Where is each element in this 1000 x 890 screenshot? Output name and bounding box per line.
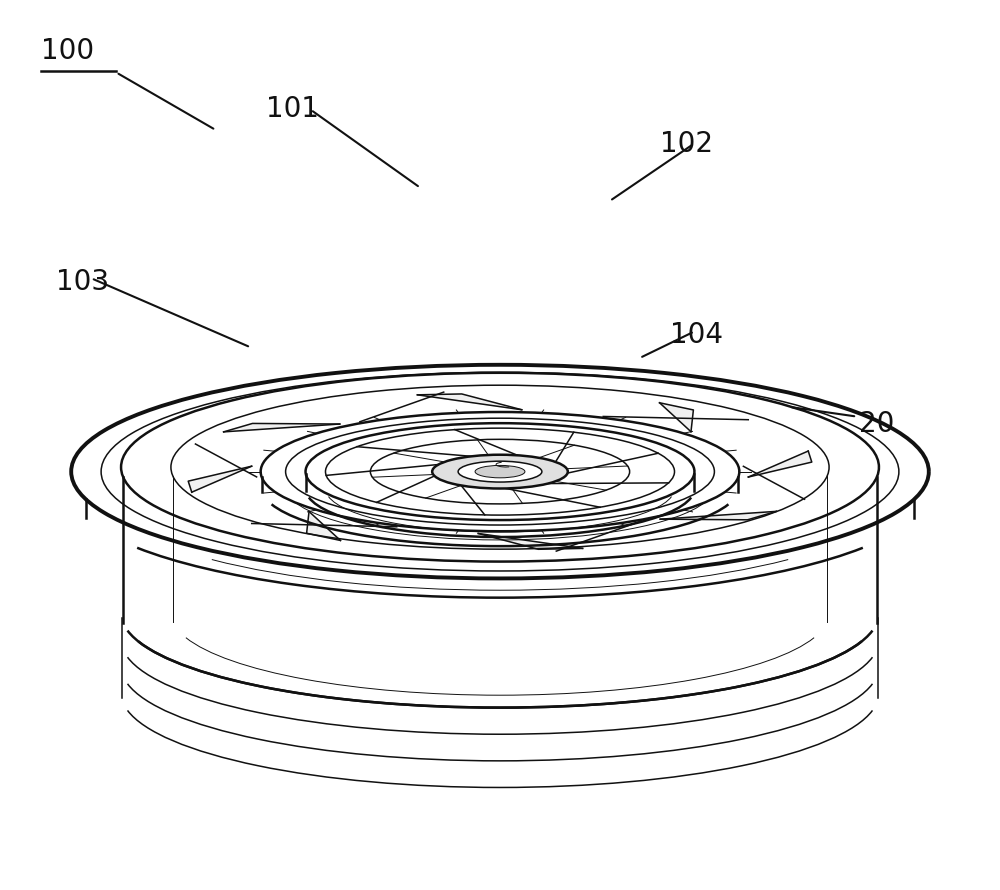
Polygon shape xyxy=(660,512,776,520)
Text: 20: 20 xyxy=(859,409,894,438)
Polygon shape xyxy=(478,533,583,549)
Polygon shape xyxy=(660,403,693,432)
Polygon shape xyxy=(188,466,252,492)
Polygon shape xyxy=(748,451,812,477)
Ellipse shape xyxy=(475,465,525,478)
Text: 103: 103 xyxy=(56,268,109,295)
Text: 101: 101 xyxy=(266,94,319,123)
Text: 100: 100 xyxy=(41,36,94,65)
Polygon shape xyxy=(224,424,340,432)
Ellipse shape xyxy=(432,455,568,489)
Text: 102: 102 xyxy=(660,130,713,158)
Polygon shape xyxy=(417,394,522,409)
Polygon shape xyxy=(307,512,340,540)
Text: 104: 104 xyxy=(670,320,723,349)
Ellipse shape xyxy=(458,461,542,482)
